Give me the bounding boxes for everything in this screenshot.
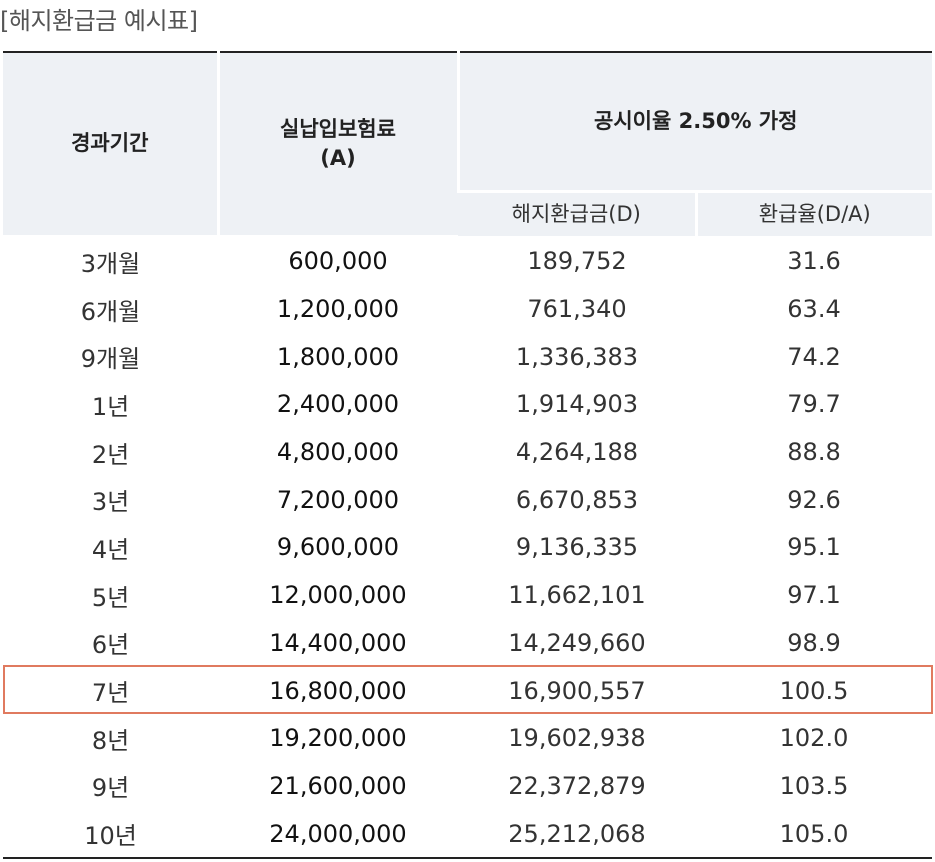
refund-cell: 761,340 (527, 295, 627, 324)
refund-cell: 11,662,101 (508, 581, 646, 610)
header-row-sub: 해지환급금(D) 환급율(D/A) (3, 191, 932, 236)
refund-cell: 189,752 (527, 246, 627, 275)
refund-cell: 14,249,660 (508, 628, 646, 657)
period-cell: 4년 (91, 535, 130, 564)
rate-cell: 95.1 (787, 533, 841, 562)
premium-cell: 7,200,000 (276, 485, 400, 514)
table-row: 10년 24,000,000 25,212,068 105.0 (3, 809, 932, 860)
header-rate: 환급율(D/A) (694, 191, 932, 236)
premium-cell: 2,400,000 (276, 390, 400, 419)
premium-cell: 16,800,000 (269, 676, 407, 705)
refund-table: 경과기간 실납입보험료 (A) 공시이율 2.50% 가정 해지환급금(D) 환… (3, 51, 932, 860)
refund-table-container: 경과기간 실납입보험료 (A) 공시이율 2.50% 가정 해지환급금(D) 환… (3, 51, 932, 860)
table-row: 6개월 1,200,000 761,340 63.4 (3, 285, 932, 333)
premium-cell: 19,200,000 (269, 724, 407, 753)
table-row: 8년 19,200,000 19,602,938 102.0 (3, 714, 932, 762)
premium-cell: 24,000,000 (218, 809, 458, 860)
premium-cell: 9,600,000 (276, 533, 400, 562)
refund-cell: 19,602,938 (508, 724, 646, 753)
table-row: 2년 4,800,000 4,264,188 88.8 (3, 428, 932, 476)
premium-cell: 1,200,000 (276, 295, 400, 324)
premium-cell: 600,000 (288, 247, 388, 276)
header-row-top: 경과기간 실납입보험료 (A) 공시이율 2.50% 가정 (3, 51, 932, 238)
table-body: 3개월 600,000 189,752 31.6 6개월 1,200,000 761,340… (3, 236, 932, 860)
rate-cell: 63.4 (787, 295, 841, 324)
premium-cell: 1,800,000 (276, 342, 400, 371)
rate-cell: 92.6 (787, 485, 841, 514)
table-row: 3년 7,200,000 6,670,853 92.6 (3, 476, 932, 524)
header-premium-label: 실납입보험료 (280, 116, 396, 141)
period-cell: 3년 (91, 488, 130, 517)
table-row: 9년 21,600,000 22,372,879 103.5 (3, 762, 932, 810)
refund-cell: 25,212,068 (458, 809, 696, 860)
table-row: 1년 2,400,000 1,914,903 79.7 (3, 381, 932, 429)
premium-cell: 12,000,000 (269, 581, 407, 610)
refund-cell: 16,900,557 (508, 676, 646, 705)
rate-cell: 102.0 (779, 724, 849, 753)
rate-cell: 98.9 (787, 628, 841, 657)
period-cell: 8년 (91, 726, 130, 755)
table-row: 9개월 1,800,000 1,336,383 74.2 (3, 333, 932, 381)
period-cell: 10년 (3, 809, 218, 860)
header-premium-sub: (A) (320, 145, 356, 170)
premium-cell: 21,600,000 (269, 771, 407, 800)
header-premium: 실납입보험료 (A) (216, 51, 458, 238)
rate-cell: 31.6 (787, 246, 841, 275)
table-header: 경과기간 실납입보험료 (A) 공시이율 2.50% 가정 해지환급금(D) 환… (3, 51, 932, 238)
refund-cell: 1,914,903 (515, 390, 639, 419)
premium-cell: 14,400,000 (269, 628, 407, 657)
refund-cell: 6,670,853 (515, 485, 639, 514)
table-row: 6년 14,400,000 14,249,660 98.9 (3, 619, 932, 667)
rate-cell: 88.8 (787, 438, 841, 467)
period-cell: 6개월 (80, 297, 141, 326)
period-cell: 3개월 (80, 249, 141, 278)
table-row: 5년 12,000,000 11,662,101 97.1 (3, 571, 932, 619)
refund-cell: 22,372,879 (508, 771, 646, 800)
rate-cell: 74.2 (787, 342, 841, 371)
table-row: 7년 16,800,000 16,900,557 100.5 (3, 667, 932, 715)
refund-cell: 9,136,335 (515, 533, 639, 562)
rate-cell: 100.5 (779, 676, 849, 705)
period-cell: 9개월 (80, 345, 141, 374)
table-caption: [해지환급금 예시표] (0, 7, 198, 35)
period-cell: 9년 (91, 774, 130, 803)
premium-cell: 4,800,000 (276, 438, 400, 467)
rate-cell: 97.1 (787, 581, 841, 610)
period-cell: 2년 (91, 440, 130, 469)
refund-cell: 4,264,188 (515, 438, 639, 467)
table-row: 3개월 600,000 189,752 31.6 (3, 236, 932, 285)
period-cell: 6년 (91, 631, 130, 660)
table-row: 4년 9,600,000 9,136,335 95.1 (3, 524, 932, 572)
rate-cell: 105.0 (696, 809, 932, 860)
period-cell: 7년 (91, 679, 130, 708)
rate-cell: 79.7 (787, 390, 841, 419)
header-period: 경과기간 (3, 51, 218, 238)
header-refund: 해지환급금(D) (458, 191, 696, 236)
period-cell: 5년 (91, 583, 130, 612)
header-rate-assumption: 공시이율 2.50% 가정 (456, 51, 932, 193)
rate-cell: 103.5 (779, 771, 849, 800)
period-cell: 1년 (91, 392, 130, 421)
refund-cell: 1,336,383 (515, 342, 639, 371)
